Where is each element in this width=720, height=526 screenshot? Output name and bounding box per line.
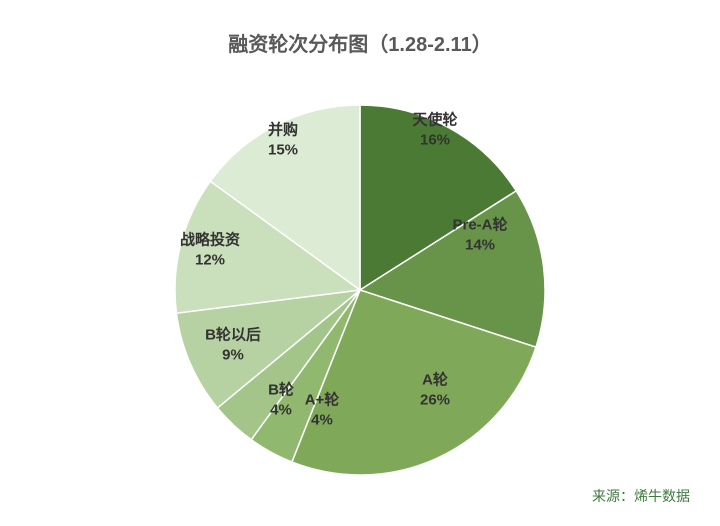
slice-name: A+轮 xyxy=(305,391,340,411)
slice-label: Pre-A轮14% xyxy=(452,216,507,255)
slice-name: Pre-A轮 xyxy=(452,216,507,236)
slice-percent: 4% xyxy=(305,410,340,430)
slice-label: A+轮4% xyxy=(305,391,340,430)
slice-percent: 26% xyxy=(420,390,450,410)
slice-percent: 9% xyxy=(205,345,261,365)
slice-name: 天使轮 xyxy=(412,111,457,131)
slice-name: 战略投资 xyxy=(180,231,240,251)
slice-label: A轮26% xyxy=(420,371,450,410)
slice-percent: 4% xyxy=(268,400,294,420)
slice-label: 天使轮16% xyxy=(412,111,457,150)
pie-chart xyxy=(0,0,720,526)
slice-name: A轮 xyxy=(420,371,450,391)
slice-name: 并购 xyxy=(268,121,298,141)
slice-label: 并购15% xyxy=(268,121,298,160)
slice-name: B轮 xyxy=(268,381,294,401)
slice-label: 战略投资12% xyxy=(180,231,240,270)
slice-label: B轮4% xyxy=(268,381,294,420)
slice-percent: 12% xyxy=(180,250,240,270)
slice-percent: 14% xyxy=(452,235,507,255)
slice-percent: 15% xyxy=(268,140,298,160)
source-attribution: 来源：烯牛数据 xyxy=(592,486,690,506)
slice-name: B轮以后 xyxy=(205,326,261,346)
slice-percent: 16% xyxy=(412,130,457,150)
slice-label: B轮以后9% xyxy=(205,326,261,365)
